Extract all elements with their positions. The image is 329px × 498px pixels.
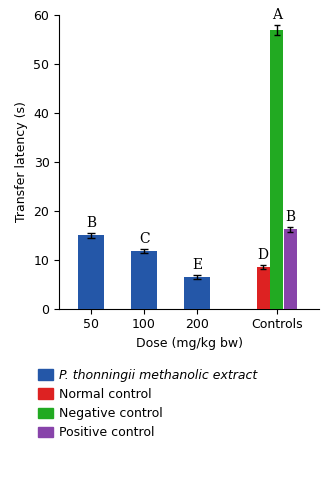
Text: C: C xyxy=(139,232,149,246)
Bar xyxy=(257,267,270,309)
Bar xyxy=(184,277,210,309)
Bar xyxy=(78,235,104,309)
Text: D: D xyxy=(258,249,269,262)
Text: B: B xyxy=(285,210,295,224)
X-axis label: Dose (mg/kg bw): Dose (mg/kg bw) xyxy=(136,337,243,350)
Text: A: A xyxy=(272,8,282,22)
Bar xyxy=(131,251,157,309)
Text: B: B xyxy=(86,216,96,230)
Text: E: E xyxy=(192,258,202,272)
Y-axis label: Transfer latency (s): Transfer latency (s) xyxy=(15,102,28,222)
Bar xyxy=(284,230,297,309)
Bar xyxy=(270,29,283,309)
Legend: P. thonningii methanolic extract, Normal control, Negative control, Positive con: P. thonningii methanolic extract, Normal… xyxy=(34,365,261,443)
